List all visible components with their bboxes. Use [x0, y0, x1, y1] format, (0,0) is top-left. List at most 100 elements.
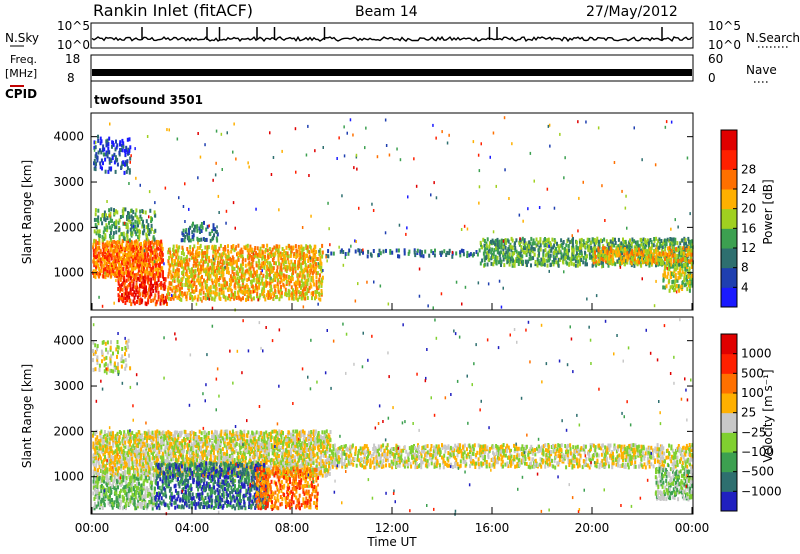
heatmap-cell [661, 245, 664, 250]
heatmap-cell [638, 247, 640, 252]
heatmap-cell [128, 215, 131, 220]
heatmap-cell [104, 248, 107, 253]
heatmap-cell [249, 265, 252, 270]
heatmap-cell [358, 206, 360, 210]
heatmap-cell [520, 249, 523, 254]
heatmap-cell [313, 282, 316, 287]
heatmap-cell [101, 235, 104, 240]
heatmap-cell [162, 283, 165, 288]
heatmap-cell [321, 282, 323, 286]
heatmap-cell [590, 240, 593, 245]
heatmap-cell [270, 263, 273, 268]
heatmap-cell [226, 446, 229, 450]
heatmap-cell [169, 297, 172, 301]
heatmap-cell [399, 158, 402, 162]
heatmap-cell [336, 157, 338, 160]
heatmap-cell [201, 256, 204, 261]
heatmap-cell [164, 186, 167, 190]
heatmap-cell [344, 252, 347, 256]
heatmap-cell [419, 249, 422, 254]
heatmap-cell [104, 157, 107, 162]
heatmap-cell [216, 238, 219, 243]
heatmap-cell [578, 258, 581, 263]
heatmap-cell [562, 259, 564, 264]
heatmap-cell [128, 170, 131, 175]
heatmap-cell [249, 262, 251, 267]
heatmap-cell [308, 269, 311, 273]
heatmap-cell [157, 290, 160, 295]
freq-panel-frame [90, 54, 694, 82]
heatmap-cell [135, 272, 138, 277]
heatmap-cell [552, 262, 555, 267]
heatmap-cell [116, 248, 119, 253]
heatmap-cell [213, 269, 215, 274]
heatmap-cell [208, 276, 211, 281]
heatmap-cell [157, 275, 160, 280]
heatmap-cell [250, 262, 253, 266]
heatmap-cell [304, 265, 307, 270]
heatmap-cell [664, 251, 667, 256]
heatmap-cell [677, 258, 680, 263]
heatmap-cell [562, 240, 565, 244]
heatmap-cell [343, 125, 345, 129]
heatmap-cell [153, 261, 156, 266]
heatmap-cell [115, 139, 117, 144]
heatmap-cell [188, 257, 191, 262]
heatmap-cell [478, 169, 481, 173]
heatmap-cell [158, 454, 161, 459]
heatmap-cell [120, 249, 123, 254]
heatmap-cell [320, 266, 323, 270]
heatmap-cell [93, 161, 95, 166]
heatmap-cell [264, 297, 267, 302]
heatmap-cell [94, 254, 97, 259]
heatmap-cell [182, 228, 185, 233]
heatmap-cell [607, 248, 610, 253]
heatmap-cell [270, 173, 273, 176]
heatmap-cell [594, 250, 596, 255]
heatmap-cell [547, 239, 550, 244]
heatmap-cell [110, 237, 113, 242]
heatmap-cell [130, 302, 133, 307]
heatmap-cell [212, 261, 215, 266]
heatmap-cell [664, 238, 667, 243]
heatmap-cell [308, 286, 311, 290]
heatmap-cell [177, 262, 180, 267]
heatmap-cell [451, 254, 454, 259]
heatmap-cell [478, 248, 481, 253]
heatmap-cell [102, 152, 105, 156]
heatmap-cell [234, 290, 236, 295]
heatmap-cell [557, 257, 560, 262]
heatmap-cell [190, 255, 193, 260]
heatmap-cell [577, 229, 579, 233]
heatmap-cell [579, 246, 581, 250]
heatmap-cell [92, 245, 95, 250]
heatmap-cell [231, 255, 234, 260]
heatmap-cell [379, 284, 382, 288]
heatmap-cell [196, 236, 199, 241]
heatmap-cell [309, 256, 312, 260]
heatmap-cell [612, 259, 615, 264]
heatmap-cell [319, 255, 322, 260]
heatmap-cell [580, 237, 583, 242]
heatmap-cell [580, 258, 583, 262]
heatmap-cell [152, 265, 155, 270]
heatmap-cell [192, 237, 195, 242]
heatmap-cell [255, 263, 258, 268]
heatmap-cell [197, 132, 199, 135]
heatmap-cell [108, 257, 111, 261]
heatmap-cell [275, 261, 277, 266]
heatmap-cell [189, 249, 192, 254]
heatmap-cell [289, 276, 292, 280]
heatmap-cell [241, 267, 244, 272]
heatmap-cell [126, 457, 129, 462]
heatmap-cell [130, 230, 133, 235]
heatmap-cell [490, 250, 493, 255]
heatmap-cell [94, 222, 97, 227]
heatmap-cell [594, 245, 597, 250]
heatmap-cell [95, 264, 97, 269]
heatmap-cell [566, 251, 569, 256]
heatmap-cell [103, 217, 106, 222]
heatmap-cell [136, 240, 139, 245]
heatmap-cell [206, 279, 209, 284]
heatmap-cell [198, 250, 201, 255]
